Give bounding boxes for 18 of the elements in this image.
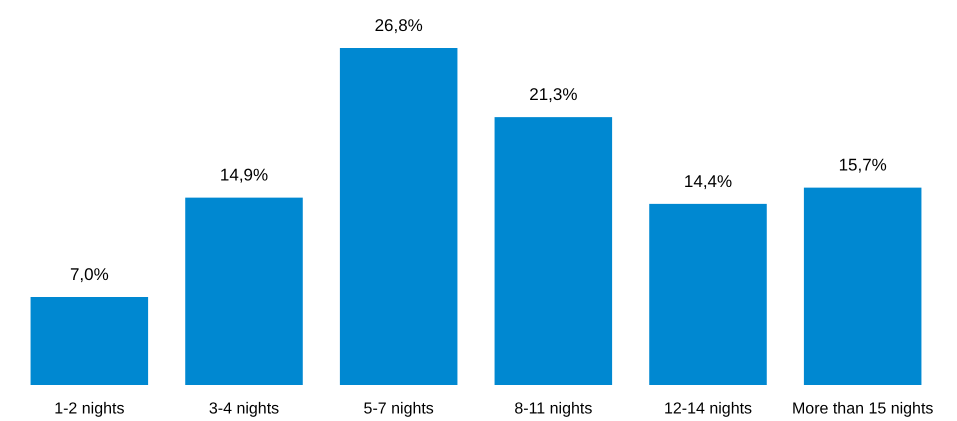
bar (340, 48, 458, 385)
data-label: 26,8% (374, 16, 423, 35)
data-label: 21,3% (529, 85, 578, 104)
data-label: 15,7% (838, 156, 887, 175)
x-tick-label: 8-11 nights (514, 400, 592, 418)
data-label: 7,0% (70, 264, 109, 284)
x-tick-label: 5-7 nights (364, 400, 434, 418)
x-tick-label: 12-14 nights (664, 400, 752, 418)
bar (494, 117, 612, 385)
data-label: 14,4% (684, 172, 732, 191)
x-tick-label: 1-2 nights (54, 400, 124, 418)
x-tick-label: 3-4 nights (208, 400, 280, 418)
bar (185, 198, 303, 385)
data-label: 14,9% (220, 166, 268, 185)
bar (30, 296, 148, 385)
x-tick-label: More than 15 nights (792, 400, 934, 418)
bar (649, 204, 767, 385)
bar (804, 188, 922, 385)
